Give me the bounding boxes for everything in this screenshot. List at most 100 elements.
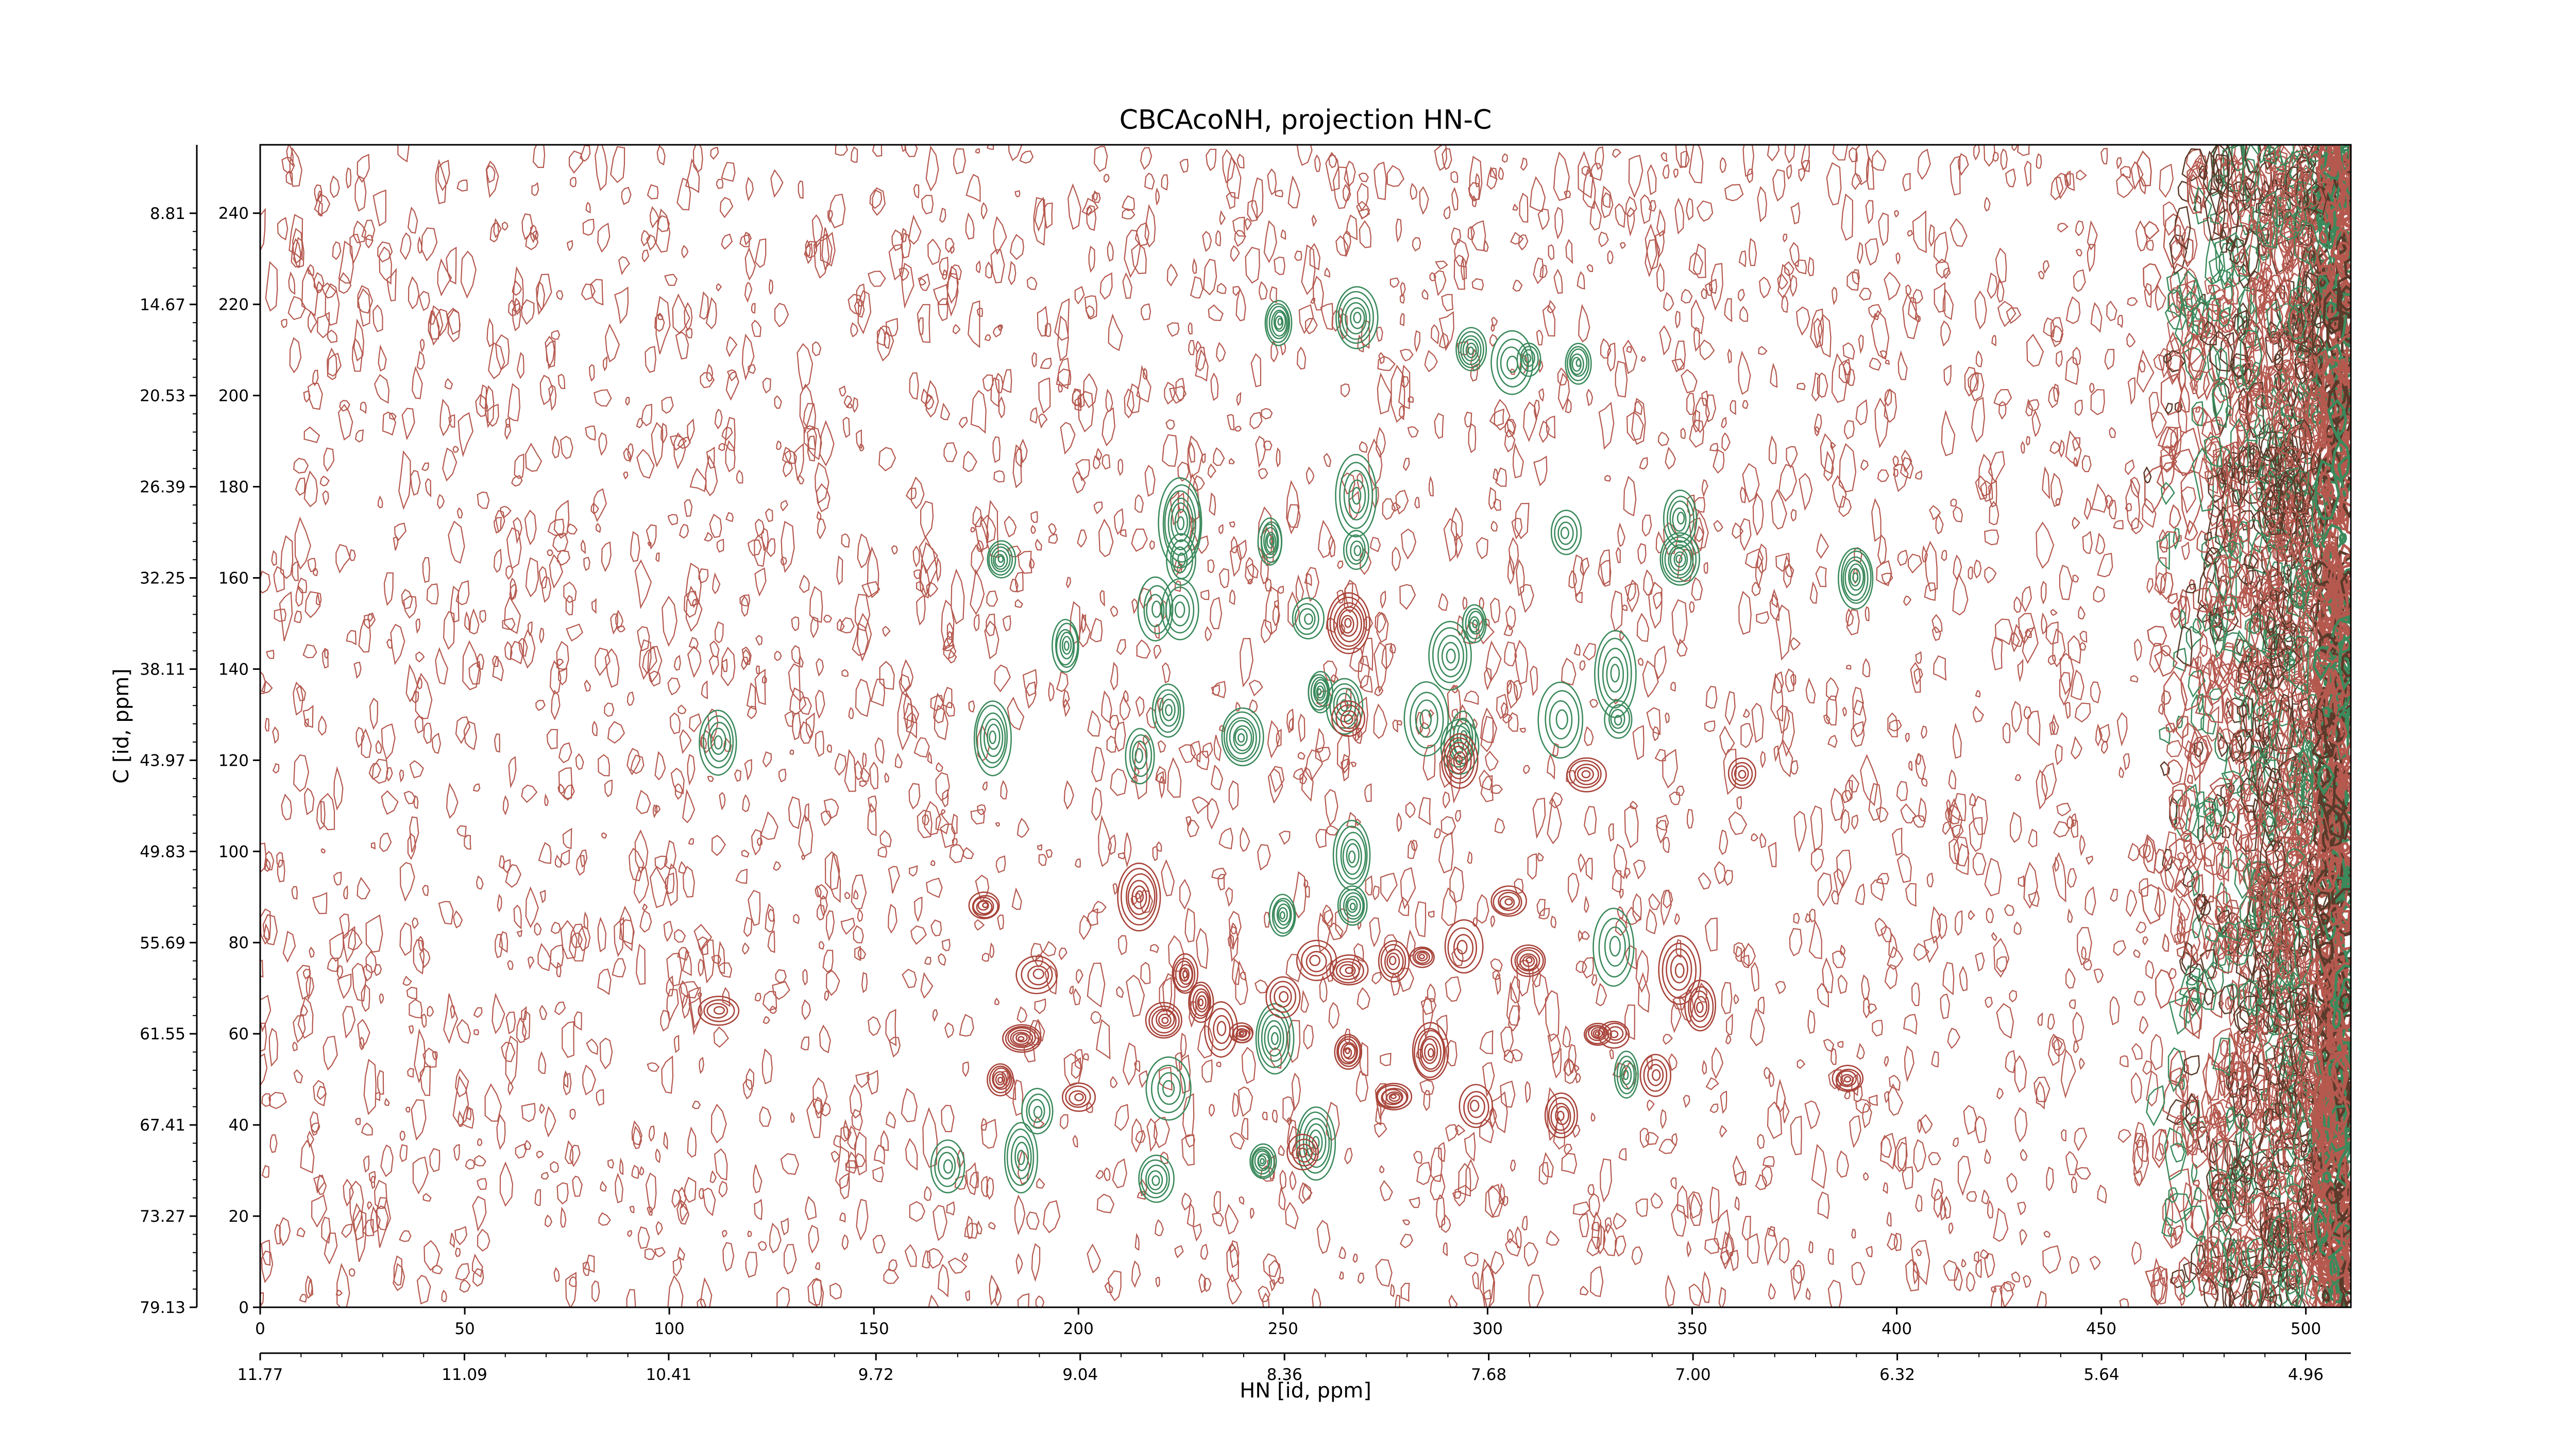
noise-contour	[2187, 164, 2208, 190]
noise-contour	[2340, 480, 2351, 535]
noise-contour	[1524, 1081, 1531, 1104]
noise-contour	[666, 975, 674, 997]
noise-contour	[2290, 453, 2302, 467]
noise-contour	[1378, 352, 1385, 364]
noise-contour	[1663, 889, 1673, 909]
noise-contour	[925, 380, 939, 418]
noise-contour	[1625, 196, 1637, 217]
noise-contour	[952, 838, 958, 847]
noise-contour	[1228, 911, 1242, 950]
noise-contour	[942, 686, 953, 709]
noise-contour	[507, 1081, 514, 1096]
noise-contour	[368, 763, 382, 780]
noise-contour	[1511, 975, 1520, 1004]
noise-contour	[1401, 528, 1417, 560]
noise-contour	[1662, 164, 1670, 179]
noise-contour	[2013, 921, 2022, 935]
noise-contour	[2229, 1052, 2245, 1081]
noise-contour	[421, 227, 438, 262]
noise-contour	[1635, 1198, 1648, 1217]
noise-contour	[1303, 1024, 1314, 1050]
noise-contour	[1577, 271, 1585, 290]
noise-contour	[1380, 591, 1386, 609]
noise-contour	[1789, 928, 1803, 957]
noise-contour	[2202, 366, 2215, 401]
noise-contour	[1178, 744, 1196, 763]
noise-contour	[1398, 364, 1411, 410]
noise-contour	[2299, 983, 2310, 1016]
noise-contour	[1709, 1186, 1720, 1224]
noise-contour	[1575, 961, 1587, 973]
noise-contour	[1058, 382, 1063, 393]
noise-contour	[554, 1001, 566, 1016]
noise-contour	[545, 1215, 553, 1227]
noise-contour	[521, 1006, 527, 1021]
noise-contour	[1485, 1185, 1504, 1218]
noise-contour	[511, 475, 523, 487]
noise-contour	[839, 385, 846, 397]
noise-contour	[443, 993, 459, 1044]
noise-contour	[2125, 479, 2141, 530]
noise-contour	[663, 920, 673, 942]
noise-contour	[2023, 862, 2038, 909]
noise-contour	[2067, 868, 2077, 888]
noise-contour	[681, 245, 689, 259]
noise-contour	[1074, 1049, 1083, 1070]
noise-contour	[399, 1144, 408, 1162]
noise-contour	[473, 1029, 480, 1036]
noise-contour	[2142, 936, 2149, 946]
noise-contour	[1709, 443, 1719, 451]
noise-contour	[2243, 145, 2261, 175]
noise-contour	[1884, 1056, 1889, 1068]
noise-contour	[1093, 501, 1103, 515]
noise-contour	[710, 1103, 727, 1143]
noise-contour	[1122, 272, 1132, 299]
noise-contour	[1557, 367, 1568, 386]
noise-contour	[2173, 527, 2180, 550]
noise-contour	[417, 677, 423, 690]
noise-contour	[1704, 720, 1716, 732]
noise-contour	[801, 999, 811, 1020]
noise-contour	[813, 233, 830, 279]
noise-contour	[1981, 1189, 1990, 1205]
noise-contour	[2229, 382, 2254, 432]
noise-contour	[1315, 829, 1327, 848]
noise-contour	[1087, 962, 1106, 1008]
noise-contour	[1235, 701, 1241, 712]
noise-contour	[1900, 803, 1917, 823]
noise-contour	[788, 663, 801, 703]
noise-contour	[1275, 190, 1284, 198]
noise-contour	[377, 1070, 384, 1095]
noise-contour	[1775, 552, 1790, 572]
noise-contour	[1646, 908, 1657, 934]
noise-contour	[2248, 870, 2265, 890]
noise-contour	[307, 310, 317, 334]
noise-contour	[1285, 954, 1302, 983]
noise-contour	[2243, 1113, 2258, 1136]
noise-contour	[271, 550, 277, 566]
noise-contour	[1831, 352, 1848, 403]
noise-contour	[1031, 352, 1037, 368]
noise-contour	[1234, 426, 1242, 432]
noise-contour	[1451, 709, 1459, 719]
noise-contour	[1427, 983, 1436, 1003]
noise-contour	[544, 1106, 556, 1138]
noise-contour	[1213, 447, 1225, 466]
noise-contour	[289, 147, 302, 187]
noise-contour	[936, 762, 943, 772]
noise-contour	[1671, 1204, 1687, 1237]
noise-contour	[1988, 480, 1997, 508]
noise-contour	[1399, 1234, 1413, 1249]
noise-contour	[1380, 1053, 1392, 1067]
noise-contour	[797, 475, 805, 484]
noise-contour	[2241, 695, 2255, 736]
noise-contour	[968, 300, 980, 348]
noise-contour	[788, 796, 802, 829]
noise-contour	[1757, 997, 1765, 1015]
noise-contour	[745, 1252, 758, 1278]
noise-contour	[1030, 942, 1043, 963]
noise-contour	[1849, 147, 1858, 162]
noise-contour	[1952, 824, 1964, 839]
noise-contour	[636, 448, 655, 479]
noise-contour	[1735, 1170, 1747, 1186]
